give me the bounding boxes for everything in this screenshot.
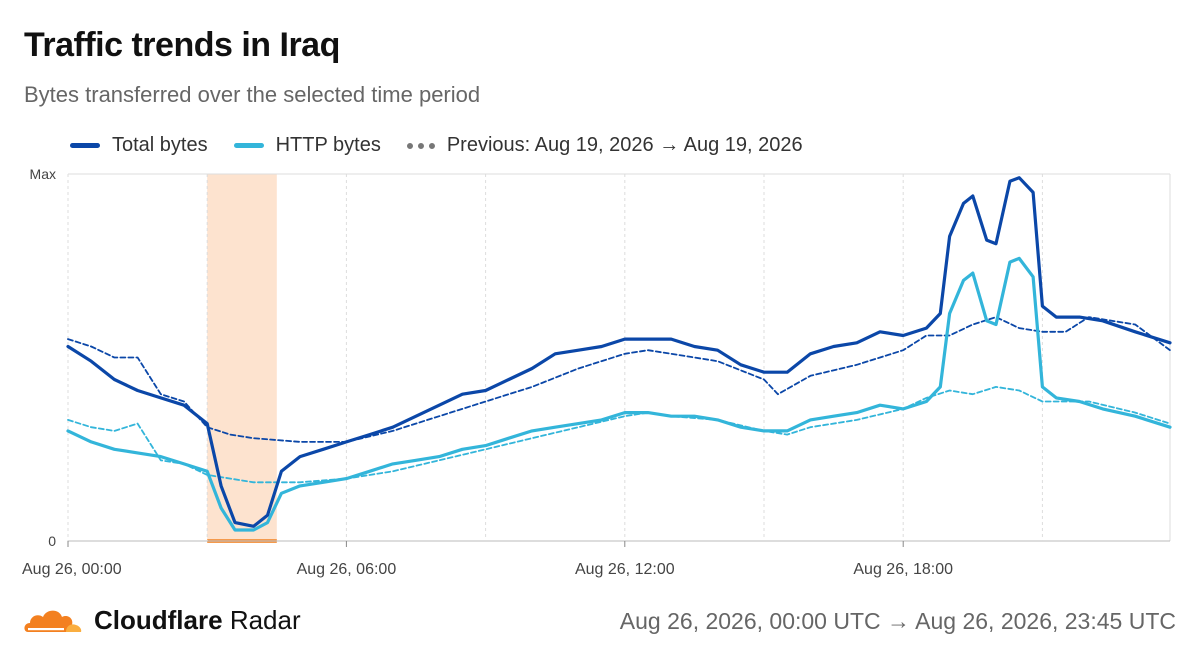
- series-line-http-bytes: [66, 256, 1172, 532]
- series-line-total-bytes: [66, 176, 1172, 528]
- legend-swatch-total: [70, 143, 100, 148]
- x-tick-label: Aug 26, 00:00: [22, 561, 122, 578]
- y-tick-label-min: 0: [48, 533, 56, 549]
- legend-item-total-bytes[interactable]: Total bytes: [70, 134, 208, 157]
- legend-swatch-previous: [406, 142, 435, 149]
- legend-swatch-http: [233, 143, 264, 148]
- x-tick-label: Aug 26, 12:00: [575, 561, 675, 578]
- cloudflare-logo-icon: [24, 610, 82, 632]
- legend-label-previous: Previous: Aug 19, 2026 → Aug 19, 2026: [446, 134, 803, 156]
- brand-name: Cloudflare Radar: [94, 605, 301, 636]
- legend-label-total: Total bytes: [112, 134, 208, 156]
- line-chart: 0 Max Aug 26, 00:00 Aug 26, 06:00 Aug 26, 12…: [22, 166, 1172, 578]
- chart-legend: Total bytes HTTP bytes Previous: Aug 19,…: [70, 134, 829, 157]
- cloudflare-radar-brand: Cloudflare Radar: [22, 604, 301, 636]
- chart-title: Traffic trends in Iraq: [24, 26, 340, 64]
- legend-item-previous[interactable]: Previous: Aug 19, 2026 → Aug 19, 2026: [406, 134, 803, 157]
- brand-name-light: Radar: [229, 604, 301, 635]
- legend-label-http: HTTP bytes: [275, 134, 381, 156]
- highlight-region: [207, 174, 277, 541]
- legend-item-http-bytes[interactable]: HTTP bytes: [233, 134, 381, 157]
- brand-name-bold: Cloudflare: [94, 604, 223, 635]
- x-tick-label: Aug 26, 18:00: [853, 561, 953, 578]
- chart-subtitle: Bytes transferred over the selected time…: [24, 82, 481, 107]
- time-range-label: Aug 26, 2026, 00:00 UTC → Aug 26, 2026, …: [619, 608, 1176, 634]
- x-tick-label: Aug 26, 06:00: [297, 561, 397, 578]
- y-tick-label-max: Max: [30, 166, 56, 182]
